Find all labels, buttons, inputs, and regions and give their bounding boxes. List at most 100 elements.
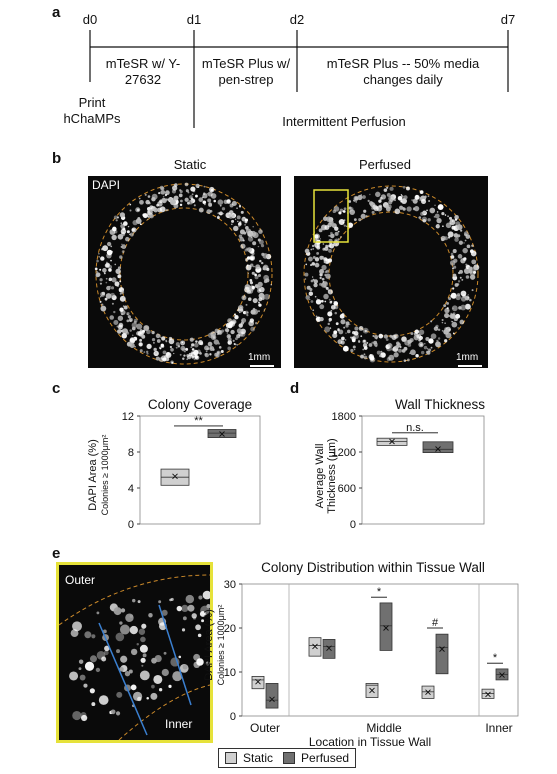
zoom-cell-colony (124, 671, 131, 677)
static-cell-colony (197, 186, 200, 188)
static-cell-colony (117, 324, 123, 330)
static-cell-colony (158, 192, 161, 195)
perfused-cell-colony (403, 359, 407, 362)
perfused-cell-colony (388, 354, 395, 361)
perfused-cell-colony (443, 304, 447, 308)
colony-coverage-chart: 0 4 8 12 ** (122, 411, 261, 530)
static-cell-colony (123, 296, 125, 299)
static-box-mean-marker (425, 689, 431, 696)
perfused-cell-colony (441, 330, 444, 332)
static-cell-colony (198, 197, 204, 202)
perfused-cell-colony (367, 199, 370, 202)
static-cell-colony (231, 200, 237, 207)
static-cell-colony (194, 354, 199, 359)
wall-measure-line (158, 604, 192, 706)
perfused-cell-colony (400, 194, 404, 198)
perfused-cell-colony (379, 204, 383, 208)
static-cell-colony (190, 186, 196, 192)
static-cell-colony (232, 339, 235, 342)
perfused-cell-colony (316, 243, 319, 246)
perfused-cell-colony (333, 330, 338, 335)
perfused-box-mean-marker (383, 625, 389, 631)
zoom-cell-colony (191, 613, 197, 619)
static-micrograph: DAPI 1mm (88, 176, 281, 368)
static-cell-colony (206, 209, 212, 214)
perfused-cell-colony (323, 293, 329, 300)
static-cell-colony (180, 340, 186, 346)
zoom-cell-colony (199, 611, 206, 617)
perfused-cell-colony (324, 285, 327, 289)
perfused-box (379, 602, 393, 651)
zoom-cell-colony (72, 710, 82, 721)
zoom-cell-colony (115, 632, 125, 642)
perfused-box (435, 633, 449, 675)
static-cell-colony (122, 305, 125, 307)
static-cell-colony (136, 323, 143, 330)
zoom-cell-colony (139, 670, 150, 681)
perfused-cell-colony (363, 209, 367, 213)
perfused-cell-colony (386, 192, 391, 197)
static-cell-colony (184, 182, 189, 187)
x-category-label: Inner (485, 721, 512, 735)
static-cell-colony (145, 350, 149, 354)
perfused-cell-colony (343, 207, 347, 211)
static-cell-colony (104, 297, 108, 301)
static-cell-colony (165, 190, 170, 196)
static-cell-colony (155, 333, 161, 339)
y-tick-label: 600 (338, 483, 356, 495)
significance-marker-middle-hash: # (432, 617, 439, 629)
static-cell-colony (146, 200, 149, 204)
static-cell-colony (254, 273, 257, 277)
static-cell-colony (104, 263, 110, 268)
static-cell-colony (123, 305, 128, 310)
static-cell-colony (156, 339, 161, 343)
static-cell-colony (228, 335, 231, 338)
print-label: Print hChaMPs (63, 95, 121, 126)
perfused-cell-colony (332, 332, 338, 339)
static-cell-colony (246, 289, 251, 294)
perfused-cell-colony (350, 336, 352, 339)
perfused-cell-colony (346, 329, 351, 334)
perfused-cell-colony (383, 334, 389, 339)
static-cell-colony (106, 285, 111, 291)
static-cell-colony (153, 207, 159, 213)
perfused-inner-boundary (328, 211, 454, 337)
static-cell-colony (249, 278, 253, 282)
zoom-cell-colony (72, 621, 82, 632)
zoom-cell-colony (120, 608, 126, 613)
perfused-cell-colony (457, 280, 461, 283)
static-cell-colony (165, 352, 172, 358)
perfused-cell-colony (353, 331, 359, 336)
static-cell-colony (261, 252, 265, 257)
static-cell-colony (244, 218, 249, 222)
perfused-cell-colony (460, 258, 466, 264)
static-cell-colony (239, 229, 245, 235)
static-cell-colony (179, 190, 183, 194)
perfused-cell-colony (428, 348, 432, 352)
perfused-cell-colony (329, 233, 335, 239)
perfused-cell-colony (402, 185, 406, 189)
perfused-cell-colony (358, 326, 364, 331)
static-cell-colony (121, 333, 127, 339)
zoom-cell-colony (138, 628, 146, 635)
static-cell-colony (123, 221, 128, 226)
perfused-box (265, 683, 279, 709)
perfused-cell-colony (313, 282, 318, 288)
perfused-cell-colony (457, 271, 461, 275)
perfused-box-mean-marker (269, 696, 275, 703)
static-cell-colony (119, 307, 124, 312)
zoom-cell-colony (181, 628, 186, 632)
static-cell-colony (257, 301, 260, 304)
static-cell-colony (205, 350, 208, 353)
perfused-cell-colony (310, 279, 314, 283)
perfused-cell-colony (471, 244, 474, 248)
zoom-cell-colony (115, 711, 121, 716)
perfused-cell-colony (398, 348, 402, 353)
perfused-cell-colony (363, 339, 366, 343)
static-cell-colony (160, 343, 164, 348)
perfused-cell-colony (362, 348, 365, 351)
perfused-cell-colony (447, 231, 454, 238)
perfused-cell-colony (337, 339, 343, 345)
static-cell-colony (113, 215, 118, 220)
static-cell-colony (105, 281, 108, 284)
